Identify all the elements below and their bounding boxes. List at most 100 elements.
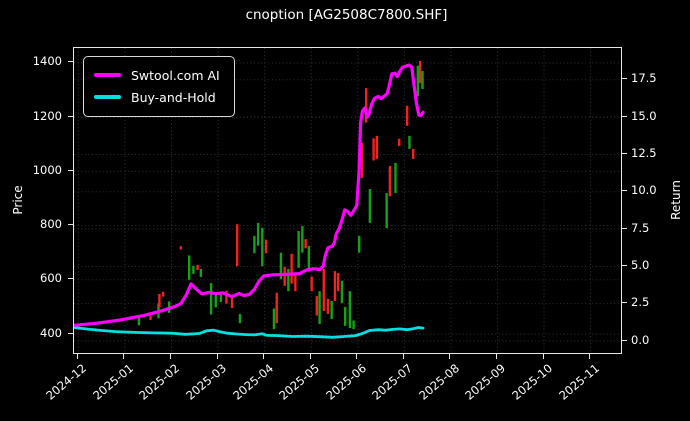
candle-down bbox=[310, 276, 313, 292]
candle-up bbox=[340, 280, 344, 304]
candle-up bbox=[421, 71, 424, 89]
return-tick-label: 2.5 bbox=[631, 295, 650, 310]
return-tick-mark bbox=[621, 152, 627, 154]
series-line bbox=[74, 326, 425, 339]
candle-up bbox=[307, 245, 311, 272]
date-tick-mark bbox=[402, 353, 404, 359]
date-tick-mark bbox=[216, 353, 218, 359]
candle-up bbox=[253, 235, 256, 254]
return-tick-label: 10.0 bbox=[631, 183, 657, 198]
candle-up bbox=[137, 315, 141, 326]
date-tick-mark bbox=[309, 353, 311, 359]
candle-down bbox=[315, 296, 318, 316]
candle-down bbox=[161, 291, 165, 297]
candle-up bbox=[219, 291, 223, 303]
date-tick-mark bbox=[170, 353, 171, 359]
return-tick-label: 7.5 bbox=[631, 220, 650, 235]
candle-down bbox=[326, 298, 330, 314]
return-tick-mark bbox=[621, 264, 627, 266]
return-tick-label: 5.0 bbox=[631, 257, 650, 272]
candle-down bbox=[230, 297, 234, 308]
price-axis-label: Price bbox=[11, 185, 25, 215]
candle-up bbox=[188, 255, 191, 280]
candle-down bbox=[360, 142, 364, 178]
candle-down bbox=[364, 88, 368, 123]
candle-up bbox=[348, 291, 352, 329]
candlesticks bbox=[137, 61, 424, 330]
ai-line-swatch-icon bbox=[94, 73, 121, 77]
date-tick-label: 2025-11 bbox=[555, 361, 602, 403]
candle-up bbox=[343, 306, 347, 326]
date-tick-label: 2025-05 bbox=[276, 361, 323, 403]
date-tick-label: 2025-09 bbox=[462, 361, 509, 403]
candle-down bbox=[375, 135, 379, 159]
candle-up bbox=[214, 292, 217, 308]
candle-down bbox=[294, 274, 297, 292]
date-tick-label: 2024-12 bbox=[43, 361, 90, 403]
date-tick-label: 2025-10 bbox=[509, 361, 556, 403]
return-tick-label: 12.5 bbox=[631, 145, 657, 160]
legend-label-ai: Swtool.com AI bbox=[131, 67, 220, 83]
date-tick-label: 2025-08 bbox=[416, 361, 462, 403]
candle-up bbox=[261, 227, 264, 267]
candle-down bbox=[398, 138, 401, 146]
return-tick-mark bbox=[621, 227, 627, 229]
return-tick-mark bbox=[621, 78, 627, 80]
price-tick-mark bbox=[68, 224, 73, 226]
price-tick-label: 1000 bbox=[32, 162, 62, 177]
return-tick-label: 17.5 bbox=[631, 71, 657, 86]
candle-up bbox=[209, 283, 213, 315]
return-tick-label: 15.0 bbox=[631, 108, 657, 123]
price-tick-label: 400 bbox=[40, 325, 62, 340]
plot-area: Swtool.com AI Buy-and-Hold bbox=[73, 47, 622, 354]
return-tick-mark bbox=[621, 190, 627, 192]
hold-line-swatch-icon bbox=[94, 95, 121, 99]
candle-down bbox=[149, 315, 152, 320]
candle-up bbox=[279, 252, 283, 280]
candle-up bbox=[287, 268, 290, 292]
candle-down bbox=[283, 266, 286, 286]
price-tick-label: 1200 bbox=[32, 108, 62, 123]
candle-up bbox=[368, 188, 372, 223]
return-tick-mark bbox=[621, 302, 627, 304]
legend: Swtool.com AI Buy-and-Hold bbox=[83, 56, 235, 117]
candle-down bbox=[405, 105, 409, 126]
candle-down bbox=[418, 61, 422, 84]
candle-down bbox=[179, 246, 183, 250]
chart-canvas bbox=[74, 48, 621, 353]
date-tick-label: 2025-07 bbox=[369, 361, 416, 403]
date-tick-mark bbox=[449, 353, 451, 359]
price-tick-mark bbox=[68, 61, 73, 63]
date-tick-mark bbox=[263, 353, 265, 359]
candle-up bbox=[318, 291, 321, 324]
candle-down bbox=[264, 239, 268, 254]
candle-down bbox=[322, 268, 325, 311]
chart-title: cnoption [AG2508C7800.SHF] bbox=[245, 7, 448, 23]
legend-item-ai: Swtool.com AI bbox=[94, 64, 220, 86]
price-tick-mark bbox=[68, 278, 73, 280]
candle-down bbox=[290, 253, 293, 284]
candle-up bbox=[272, 308, 276, 330]
candle-up bbox=[330, 300, 333, 320]
candle-down bbox=[333, 271, 337, 301]
candle-up bbox=[238, 313, 242, 324]
candle-up bbox=[385, 193, 388, 229]
candle-down bbox=[411, 148, 415, 159]
date-tick-mark bbox=[356, 353, 358, 359]
candle-up bbox=[192, 265, 195, 274]
candle-up bbox=[352, 320, 355, 330]
legend-label-hold: Buy-and-Hold bbox=[131, 89, 216, 105]
candle-down bbox=[304, 239, 307, 249]
candle-up bbox=[394, 162, 397, 194]
date-tick-mark bbox=[542, 353, 544, 359]
candle-down bbox=[235, 224, 239, 267]
candle-down bbox=[158, 293, 161, 307]
candle-down bbox=[372, 138, 375, 161]
candle-up bbox=[416, 65, 420, 96]
candle-up bbox=[408, 135, 411, 149]
date-tick-label: 2025-02 bbox=[136, 361, 183, 403]
price-tick-mark bbox=[68, 169, 73, 171]
candle-up bbox=[301, 226, 304, 253]
candle-up bbox=[357, 235, 361, 253]
